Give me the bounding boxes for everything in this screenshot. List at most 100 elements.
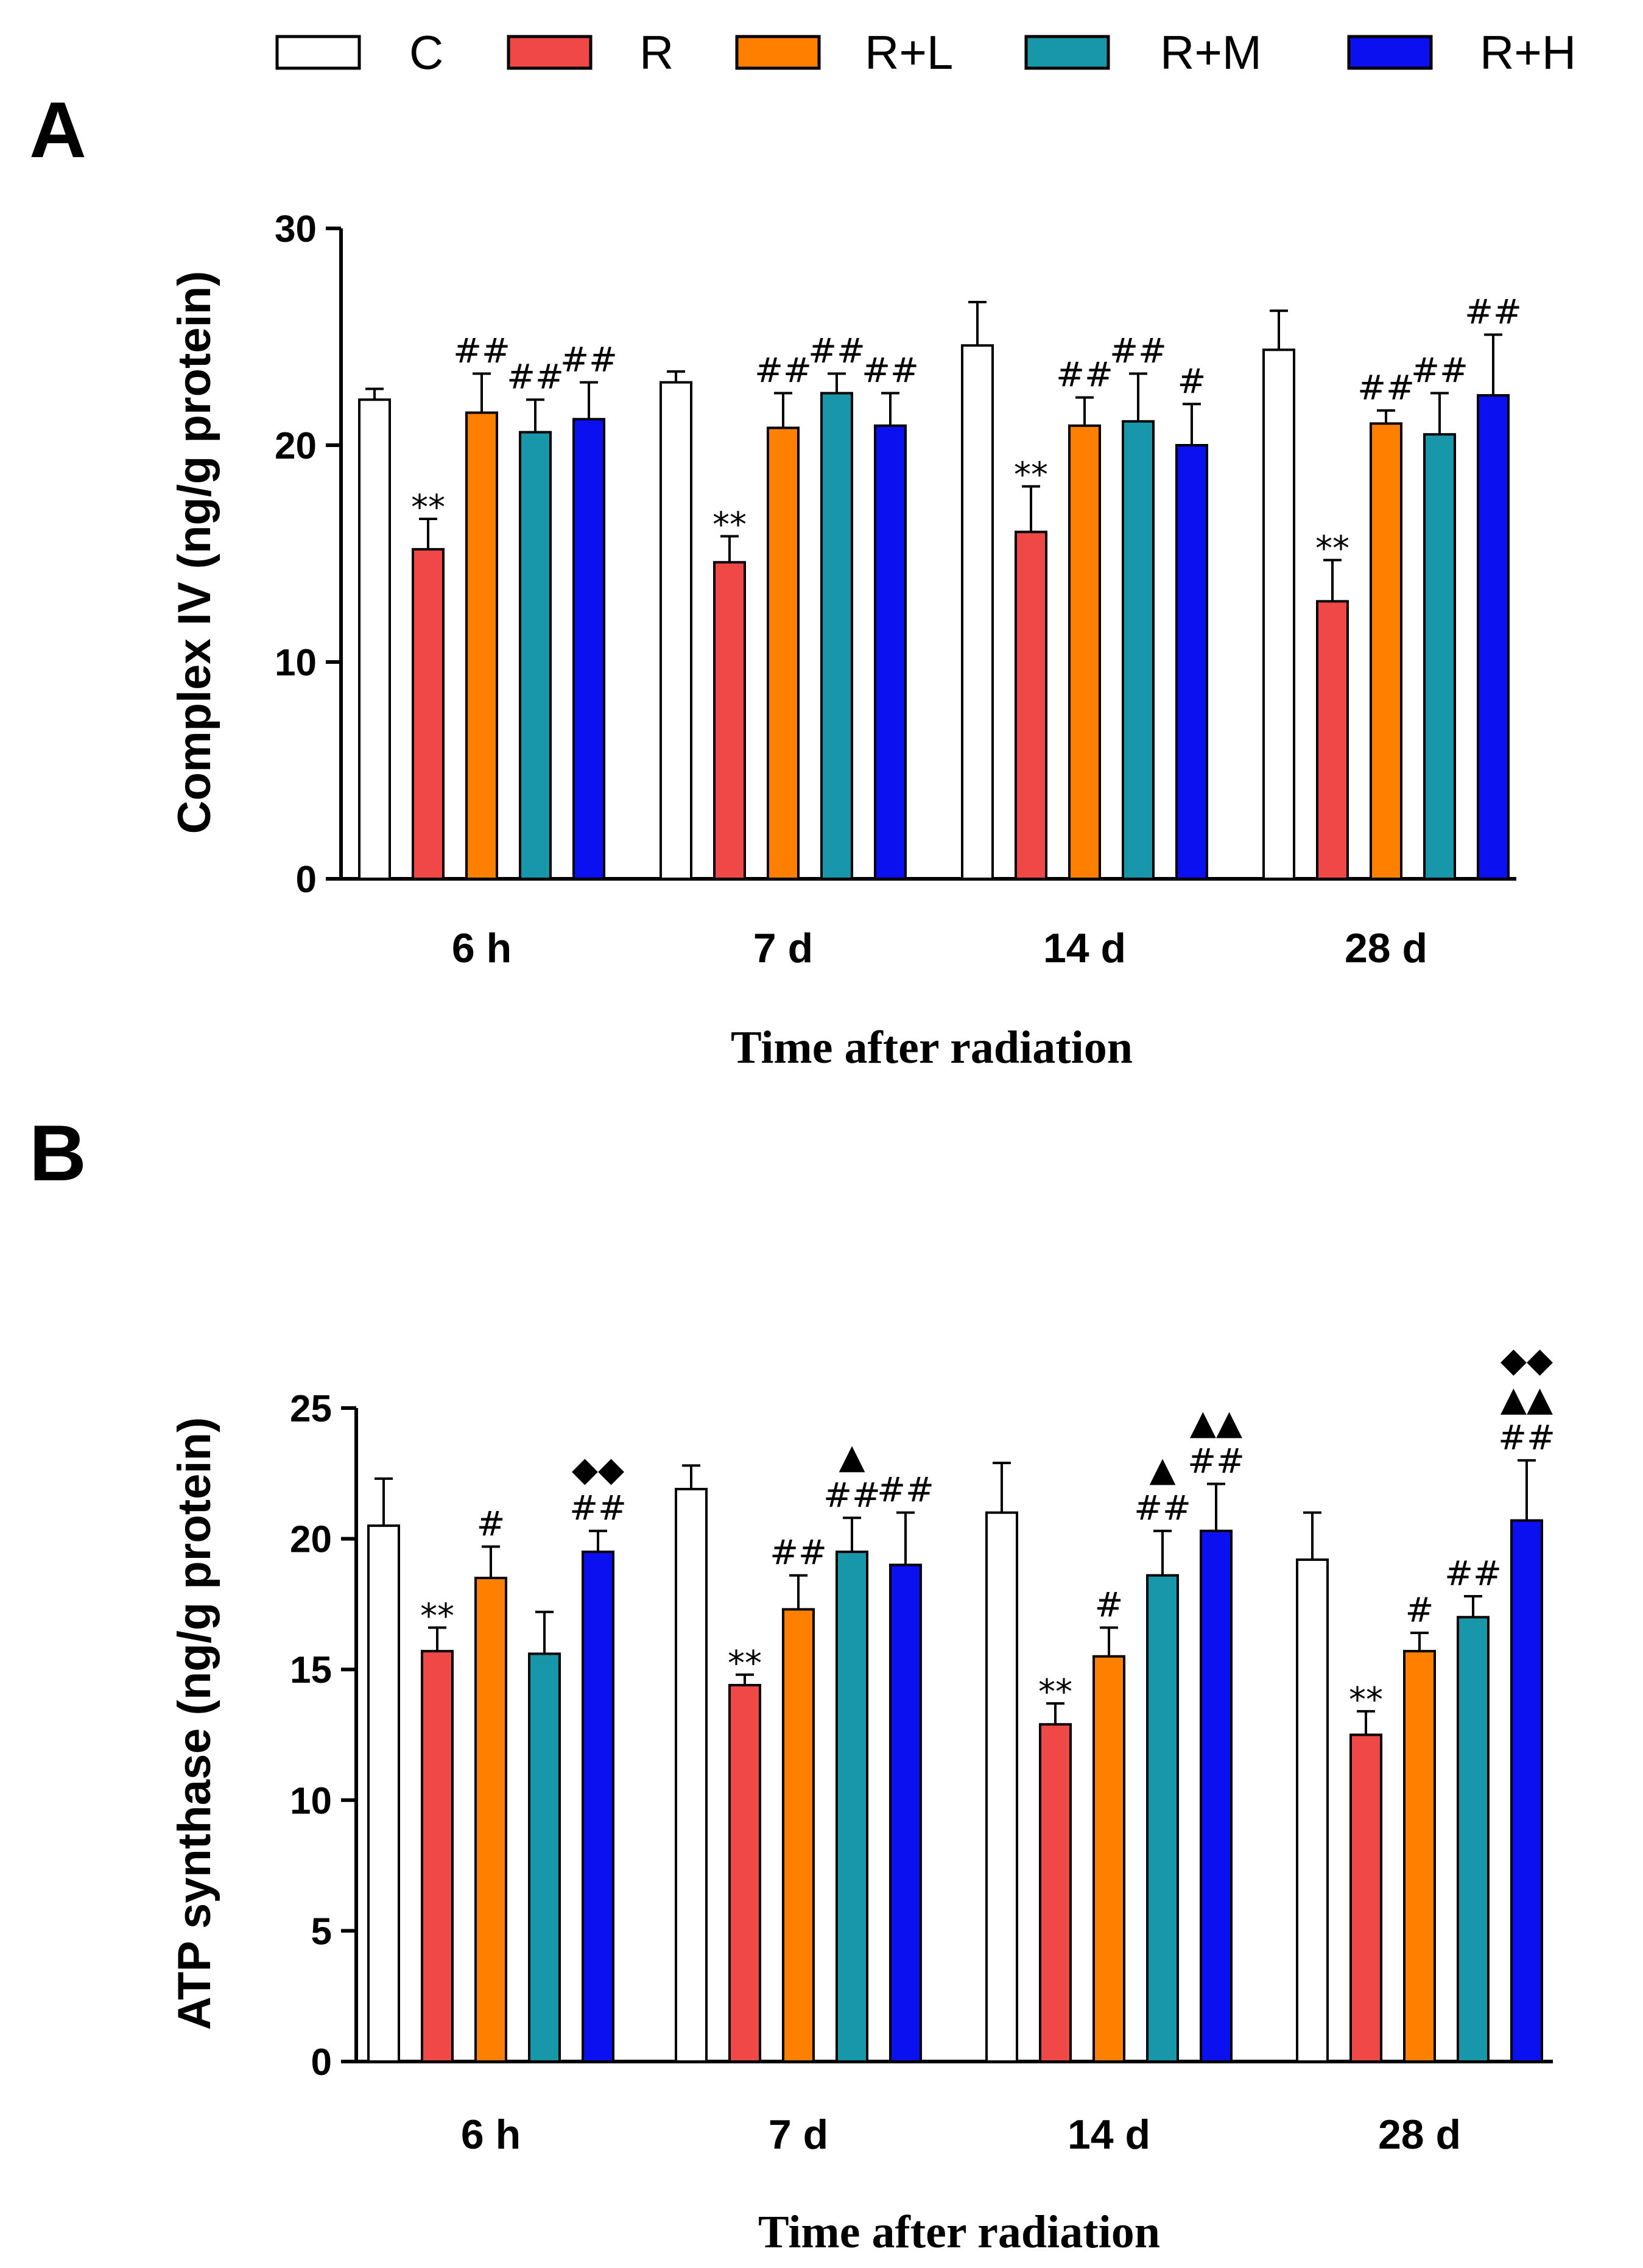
- panel-a-bar-r-plus-l-28-d: [1370, 422, 1402, 880]
- panel-a-bar-r-plus-h-28-d: [1477, 394, 1510, 880]
- panel-b-bar-r-plus-m-14-d: [1146, 1574, 1179, 2063]
- panel-a-significance-mark: ##: [862, 351, 919, 391]
- panel-a-y-tick-label: 0: [296, 859, 317, 901]
- panel-a-bar-r-plus-m-14-d: [1122, 420, 1155, 880]
- panel-b-significance-mark: **: [1038, 1672, 1072, 1712]
- panel-b-significance-mark: ▲▲: [1190, 1403, 1242, 1442]
- panel-b-bar-r-plus-m-28-d: [1457, 1616, 1490, 2063]
- panel-b-x-tick-label-7-d: 7 d: [769, 2111, 828, 2158]
- legend-swatch-r: [507, 35, 593, 70]
- legend-label-r-plus-h: R+H: [1480, 26, 1576, 79]
- panel-a-bar-r-plus-m-28-d: [1423, 433, 1456, 880]
- legend-swatch-r-plus-l: [735, 35, 821, 70]
- panel-b-significance-mark: ▲▲: [1501, 1379, 1553, 1419]
- legend-label-r-plus-m: R+M: [1160, 26, 1262, 79]
- legend-swatch-c: [275, 35, 361, 70]
- panel-b-bar-r-plus-h-28-d: [1510, 1519, 1543, 2063]
- panel-a-y-axis-title: Complex IV (ng/g protein): [169, 271, 220, 834]
- panel-b-bar-c-14-d: [985, 1511, 1018, 2063]
- panel-b-y-tick-label: 15: [290, 1649, 332, 1691]
- panel-a-bar-r-plus-h-14-d: [1175, 444, 1208, 880]
- panel-b-bar-r-plus-m-7-d: [836, 1551, 868, 2063]
- panel-b-bar-r-plus-h-14-d: [1200, 1529, 1233, 2063]
- panel-b-bar-c-6-h: [367, 1524, 400, 2063]
- panel-a-significance-mark: ##: [1357, 368, 1415, 408]
- panel-a-significance-mark: ##: [1411, 351, 1468, 391]
- panel-b-significance-mark: ##: [877, 1471, 934, 1510]
- panel-b-significance-mark: ◆◆: [1501, 1340, 1553, 1380]
- panel-letter-a: A: [29, 85, 86, 174]
- panel-a-bar-r-plus-h-7-d: [874, 424, 907, 880]
- panel-b-significance-mark: ##: [823, 1476, 881, 1515]
- panel-b-bar-r-7-d: [728, 1683, 761, 2063]
- panel-a-x-tick-label-7-d: 7 d: [753, 925, 813, 971]
- panel-b-bar-r-28-d: [1349, 1733, 1382, 2063]
- panel-b-significance-mark: ##: [1187, 1442, 1245, 1481]
- legend-label-r-plus-l: R+L: [865, 26, 953, 79]
- panel-a-significance-mark: #: [1178, 362, 1206, 401]
- panel-b-significance-mark: #: [1095, 1586, 1124, 1625]
- panel-a-bar-r-14-d: [1015, 530, 1047, 880]
- panel-a-significance-mark: ##: [453, 332, 510, 372]
- panel-a-x-tick-label-6-h: 6 h: [452, 925, 512, 971]
- panel-a-significance-mark: ##: [560, 340, 617, 380]
- panel-a-x-tick-label-28-d: 28 d: [1345, 925, 1427, 971]
- panel-a-significance-mark: ##: [1465, 292, 1522, 332]
- panel-a-y-tick-label: 30: [275, 208, 317, 250]
- panel-b-x-tick-label-6-h: 6 h: [461, 2111, 521, 2158]
- panel-b-bar-r-plus-h-6-h: [582, 1551, 614, 2063]
- panel-letter-b: B: [29, 1108, 86, 1197]
- panel-b-significance-mark: **: [728, 1644, 762, 1683]
- panel-b-significance-mark: **: [420, 1597, 454, 1636]
- panel-b-significance-mark: ##: [1444, 1554, 1502, 1594]
- panel-b-x-axis-title: Time after radiation: [758, 2206, 1160, 2258]
- panel-b-bar-c-28-d: [1296, 1558, 1329, 2063]
- panel-a-bar-r-28-d: [1316, 600, 1349, 880]
- panel-a-x-tick-label-14-d: 14 d: [1043, 925, 1126, 971]
- panel-b-significance-mark: ▲: [1149, 1450, 1175, 1490]
- panel-b-significance-mark: #: [1406, 1591, 1434, 1630]
- panel-a-significance-mark: ##: [1056, 356, 1113, 395]
- panel-b-significance-mark: **: [1349, 1680, 1383, 1720]
- panel-a-bar-r-7-d: [713, 561, 746, 880]
- panel-a-significance-mark: **: [1014, 456, 1048, 495]
- panel-a-bar-r-plus-l-14-d: [1068, 424, 1101, 880]
- panel-b-significance-mark: #: [477, 1504, 505, 1544]
- panel-b-y-tick-label: 20: [290, 1519, 332, 1561]
- panel-a-bar-r-plus-m-6-h: [519, 431, 552, 880]
- panel-a-bar-c-7-d: [660, 381, 692, 880]
- panel-b-bar-r-plus-l-28-d: [1403, 1650, 1436, 2063]
- panel-b-bar-r-plus-h-7-d: [889, 1563, 922, 2063]
- panel-a-significance-mark: **: [411, 488, 445, 527]
- panel-b-y-tick-label: 5: [311, 1911, 332, 1953]
- panel-b-significance-mark: ##: [1134, 1489, 1191, 1529]
- panel-b-bar-c-7-d: [675, 1488, 708, 2063]
- panel-b-bar-r-plus-l-14-d: [1092, 1655, 1125, 2063]
- panel-b-y-axis-title: ATP synthase (ng/g protein): [169, 1417, 220, 2030]
- panel-a-x-axis-title: Time after radiation: [731, 1022, 1133, 1073]
- panel-a-significance-mark: ##: [1110, 332, 1167, 372]
- panel-b-bar-r-plus-l-7-d: [782, 1608, 815, 2063]
- panel-a-bar-c-6-h: [358, 398, 391, 880]
- panel-b-y-tick-label: 0: [311, 2041, 332, 2083]
- panel-a-bar-r-plus-l-6-h: [465, 411, 498, 880]
- legend-label-c: C: [409, 26, 443, 79]
- panel-b-significance-mark: ##: [770, 1534, 827, 1573]
- panel-a-significance-mark: ##: [507, 357, 564, 397]
- panel-a-bar-c-14-d: [961, 344, 994, 880]
- panel-b-significance-mark: ##: [1498, 1418, 1555, 1458]
- panel-a-bar-r-6-h: [412, 548, 445, 880]
- panel-a-bar-r-plus-m-7-d: [820, 392, 853, 880]
- panel-a-significance-mark: **: [1315, 529, 1349, 569]
- panel-a-bar-c-28-d: [1262, 348, 1295, 880]
- panel-b-x-tick-label-28-d: 28 d: [1378, 2111, 1461, 2158]
- panel-b-bar-r-14-d: [1039, 1723, 1072, 2063]
- legend: C R R+L R+M R+H: [275, 26, 1576, 79]
- panel-a-bar-r-plus-l-7-d: [767, 426, 800, 880]
- panel-a-y-tick-label: 10: [275, 642, 317, 684]
- panel-b-bar-r-plus-l-6-h: [474, 1576, 507, 2063]
- panel-a-significance-mark: ##: [755, 351, 812, 391]
- panel-b-significance-mark: ##: [569, 1489, 627, 1529]
- panel-a-bar-r-plus-h-6-h: [572, 418, 605, 880]
